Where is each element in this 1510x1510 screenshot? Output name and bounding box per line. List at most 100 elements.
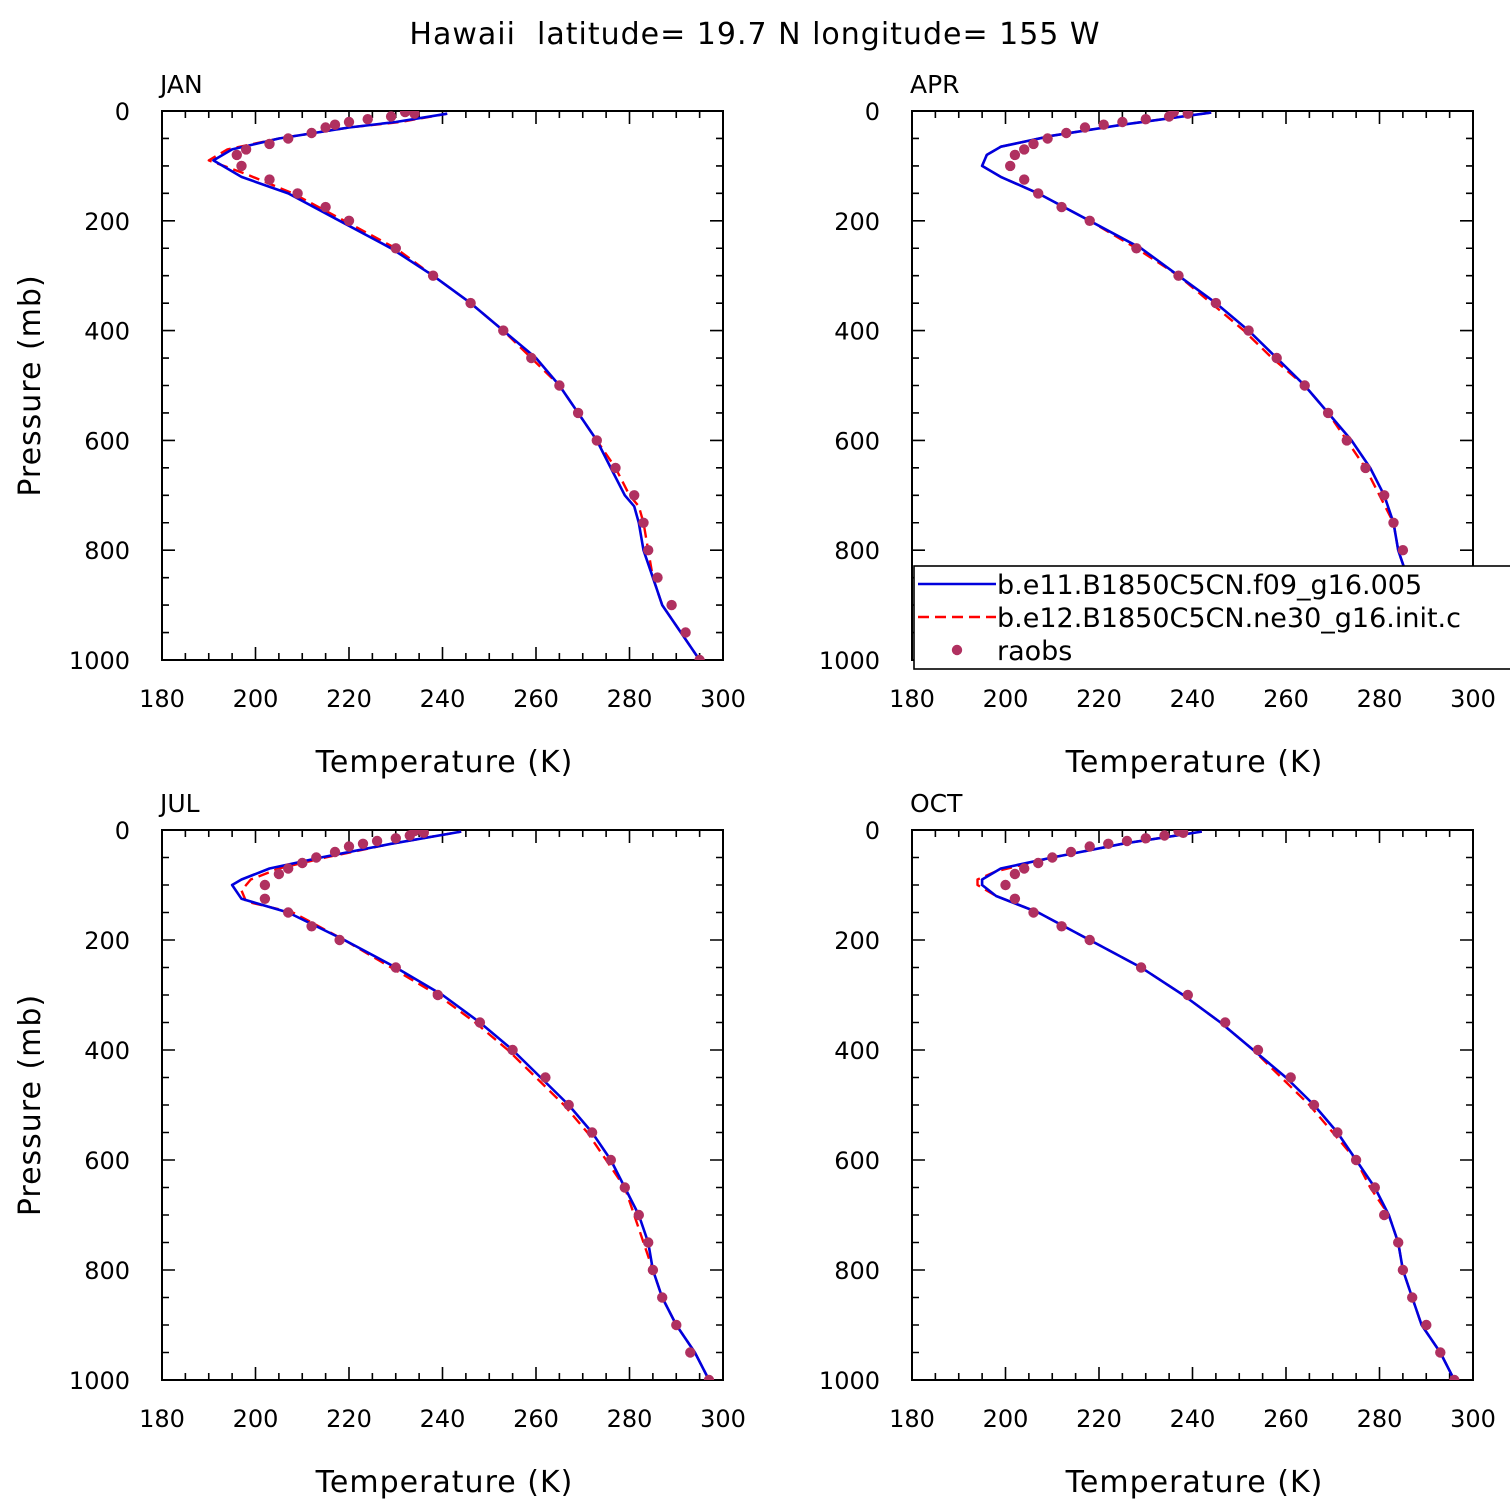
raobs-point [306, 127, 317, 139]
x-tick-label: 200 [983, 1405, 1029, 1433]
raobs-point [371, 835, 383, 847]
raobs-point [418, 830, 429, 838]
y-tick-label: 400 [84, 1037, 130, 1065]
raobs-point [320, 201, 331, 213]
raobs-point [1243, 325, 1254, 336]
raobs-point [1182, 989, 1194, 1001]
raobs-point [666, 599, 677, 611]
raobs-point [507, 1044, 518, 1056]
raobs-point [306, 921, 317, 932]
x-tick-label: 240 [1170, 1405, 1216, 1433]
raobs-point [671, 1319, 682, 1331]
raobs-point [1084, 841, 1095, 852]
raobs-point [1009, 893, 1021, 904]
raobs-point [1018, 144, 1030, 155]
raobs-point [283, 907, 294, 918]
x-axis-label: Temperature (K) [315, 1465, 574, 1500]
x-tick-label: 240 [420, 685, 466, 713]
series-line-model_b [240, 830, 711, 1380]
raobs-point [343, 215, 355, 226]
y-axis-label: Pressure (mb) [13, 994, 48, 1216]
x-tick-label: 300 [1450, 1405, 1496, 1433]
y-axis-label: Pressure (mb) [13, 274, 48, 496]
y-tick-label: 0 [115, 98, 130, 126]
legend-box [913, 565, 1510, 670]
raobs-point [409, 830, 420, 837]
raobs-point [1056, 921, 1067, 932]
x-tick-label: 180 [889, 1405, 935, 1433]
panel-title: JUL [158, 789, 200, 818]
x-tick-label: 280 [1357, 685, 1403, 713]
y-tick-label: 800 [834, 1257, 880, 1285]
x-tick-label: 300 [700, 1405, 746, 1433]
x-ticks [911, 830, 1474, 1380]
y-tick-label: 800 [834, 537, 880, 565]
y-ticks [162, 110, 723, 661]
x-tick-label: 200 [233, 1405, 279, 1433]
raobs-point [526, 352, 537, 364]
panel-title: APR [910, 70, 960, 99]
y-tick-label: 0 [865, 98, 880, 126]
raobs-point [264, 174, 275, 185]
raobs-point [1341, 435, 1353, 446]
y-tick-label: 200 [84, 927, 130, 955]
plot-frame [161, 110, 724, 661]
raobs-point [334, 934, 345, 946]
raobs-point [1435, 1347, 1446, 1358]
x-tick-label: 180 [139, 1405, 185, 1433]
raobs-point [1140, 833, 1152, 844]
raobs-point [572, 407, 584, 419]
y-tick-label: 600 [84, 1147, 130, 1175]
raobs-point [1084, 934, 1095, 946]
raobs-point [1379, 1209, 1390, 1221]
raobs-point [1332, 1127, 1343, 1138]
raobs-point [1168, 111, 1179, 118]
raobs-point [1065, 846, 1077, 858]
raobs-point [292, 188, 303, 199]
raobs-point [591, 435, 602, 446]
raobs-point [474, 1017, 486, 1028]
x-tick-label: 180 [889, 685, 935, 713]
y-tick-label: 400 [834, 1037, 880, 1065]
y-ticks [162, 829, 723, 1381]
raobs-point [390, 962, 401, 973]
raobs-point [1299, 380, 1310, 391]
plot-frame [911, 829, 1474, 1381]
series-line-model_b [976, 830, 1456, 1380]
raobs-point [1131, 243, 1142, 254]
y-tick-label: 400 [834, 318, 880, 346]
raobs-point [297, 857, 308, 869]
x-axis-label: Temperature (K) [315, 745, 574, 780]
raobs-point [1393, 1237, 1404, 1248]
raobs-point [1121, 835, 1133, 847]
raobs-point [362, 114, 373, 125]
x-tick-label: 240 [1170, 685, 1216, 713]
raobs-point [680, 627, 691, 638]
plot-area [230, 830, 715, 1380]
raobs-point [1056, 201, 1067, 213]
y-tick-label: 200 [84, 208, 130, 236]
x-tick-label: 260 [513, 1405, 559, 1433]
raobs-point [610, 462, 621, 474]
raobs-point [498, 325, 509, 336]
raobs-point [1084, 215, 1095, 226]
plot-frame [161, 829, 724, 1381]
x-tick-label: 280 [607, 685, 653, 713]
y-tick-label: 800 [84, 537, 130, 565]
panel-title: OCT [910, 789, 963, 818]
raobs-point [259, 893, 271, 904]
raobs-point [357, 838, 369, 849]
raobs-point [1421, 1319, 1432, 1331]
x-tick-label: 260 [1263, 1405, 1309, 1433]
raobs-point [1271, 352, 1282, 364]
raobs-point [329, 119, 341, 130]
raobs-point [643, 545, 654, 556]
raobs-point [554, 380, 565, 391]
raobs-point [385, 111, 397, 122]
x-tick-label: 300 [1450, 685, 1496, 713]
raobs-point [1140, 114, 1152, 125]
raobs-point [1350, 1154, 1362, 1166]
raobs-point [1018, 174, 1030, 185]
x-tick-label: 220 [326, 1405, 372, 1433]
